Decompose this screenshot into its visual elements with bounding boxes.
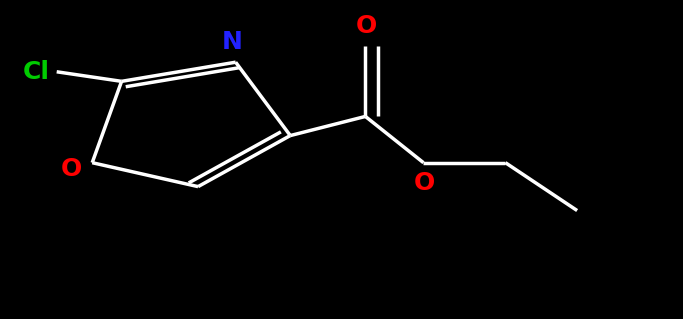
Text: O: O — [356, 14, 378, 38]
Text: Cl: Cl — [23, 60, 50, 84]
Text: O: O — [414, 171, 436, 195]
Text: N: N — [222, 30, 242, 54]
Text: O: O — [61, 157, 82, 181]
